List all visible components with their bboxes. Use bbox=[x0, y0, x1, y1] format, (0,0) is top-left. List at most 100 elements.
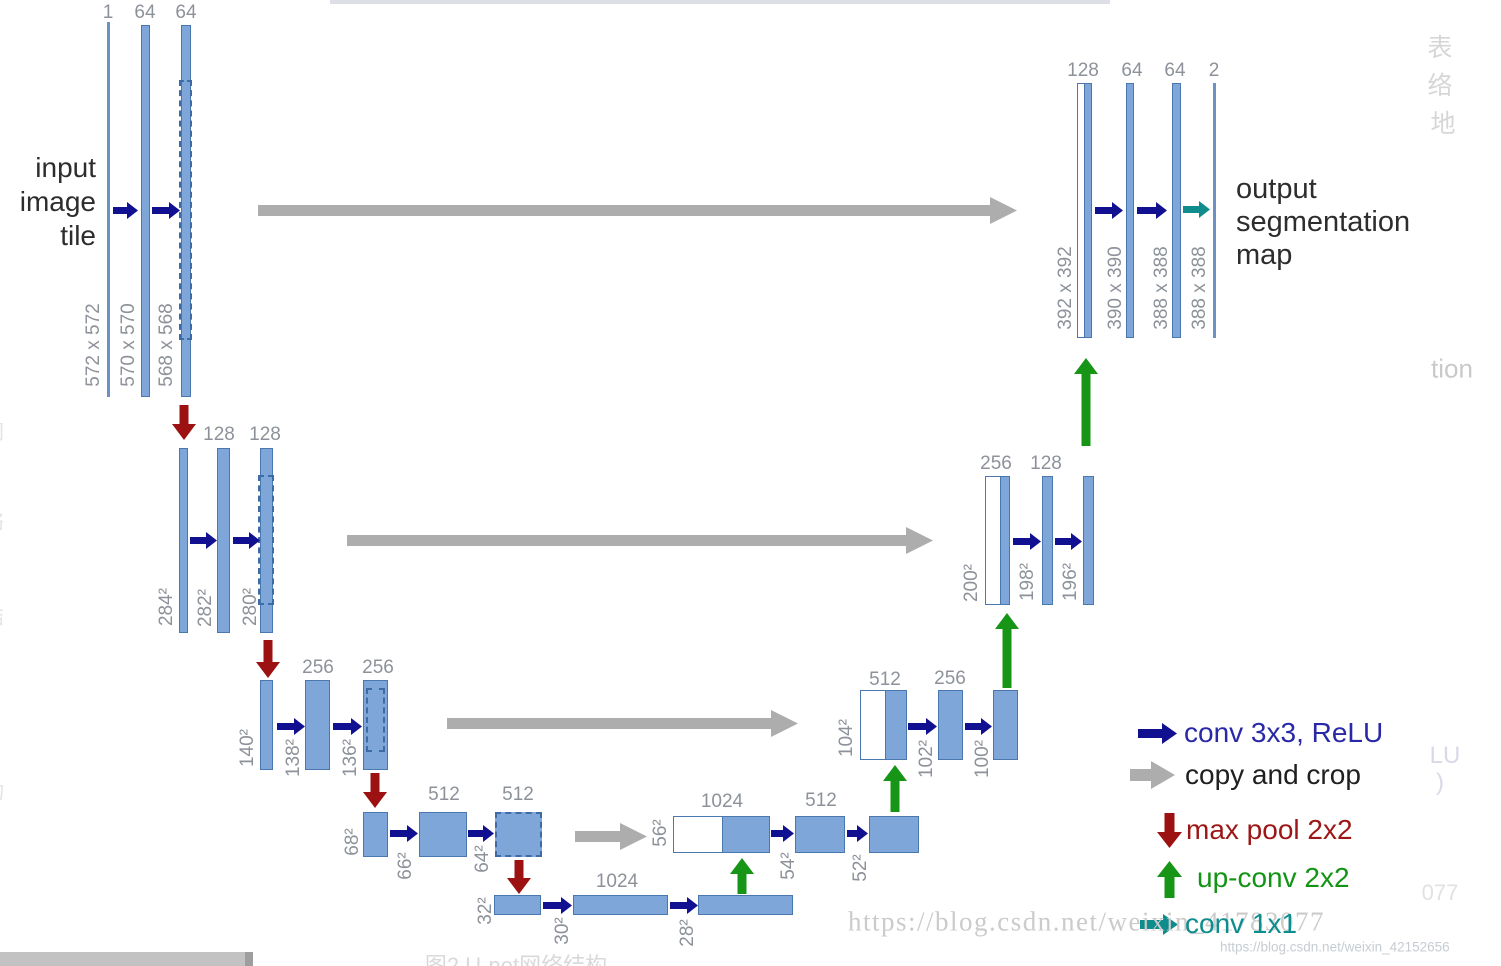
copy-crop-arrow bbox=[447, 709, 798, 737]
feature-map-bar bbox=[217, 448, 230, 633]
feature-map-bar-concat bbox=[860, 690, 907, 760]
channel-count-label: 128 bbox=[203, 424, 235, 445]
channel-count-label: 256 bbox=[362, 657, 394, 678]
conv3x3-arrow bbox=[190, 531, 217, 549]
channel-count-label: 1024 bbox=[700, 791, 744, 812]
feature-size-label: 196² bbox=[1060, 562, 1081, 602]
feature-map-bar-concat bbox=[673, 816, 770, 853]
conv3x3-arrow bbox=[113, 201, 138, 219]
channel-count-label: 128 bbox=[249, 424, 281, 445]
feature-size-label: 200² bbox=[961, 563, 982, 603]
channel-count-label: 512 bbox=[428, 784, 460, 805]
feature-map-bar bbox=[1083, 476, 1094, 605]
background-artifact-text: ) bbox=[1436, 769, 1444, 796]
background-artifact-bar bbox=[245, 952, 253, 966]
conv3x3-arrow bbox=[277, 717, 305, 735]
feature-size-label: 30² bbox=[552, 917, 573, 945]
feature-size-label: 54² bbox=[778, 852, 799, 880]
copy-crop-arrow bbox=[575, 822, 647, 850]
output-label-line-1: output bbox=[1236, 173, 1317, 205]
feature-size-label: 284² bbox=[156, 587, 177, 627]
feature-size-label: 136² bbox=[340, 738, 361, 778]
maxpool-arrow bbox=[507, 860, 531, 894]
feature-size-label: 572 x 572 bbox=[83, 303, 104, 387]
background-artifact-text: 表 bbox=[1427, 34, 1453, 62]
crop-dashed-box bbox=[258, 475, 274, 605]
channel-count-label: 1024 bbox=[595, 871, 639, 892]
crop-dashed-box bbox=[366, 688, 385, 752]
feature-map-line bbox=[107, 22, 110, 397]
background-artifact-text: 网 bbox=[0, 416, 4, 445]
legend-maxpool-arrow bbox=[1156, 813, 1182, 848]
feature-map-bar-cropped bbox=[495, 812, 542, 857]
conv3x3-arrow bbox=[543, 896, 572, 914]
conv3x3-arrow bbox=[847, 824, 868, 842]
watermark-csdn-small: https://blog.csdn.net/weixin_42152656 bbox=[1220, 939, 1450, 955]
feature-size-label: 392 x 392 bbox=[1055, 246, 1076, 330]
conv1x1-arrow bbox=[1183, 200, 1210, 218]
input-image-tile-label: input image tile bbox=[0, 151, 96, 253]
concat-copied-half bbox=[885, 691, 906, 759]
feature-map-bar bbox=[363, 812, 388, 857]
feature-map-bar bbox=[698, 895, 793, 915]
maxpool-arrow bbox=[363, 773, 387, 808]
feature-map-bar bbox=[419, 812, 467, 857]
concat-copied-half bbox=[1084, 84, 1091, 337]
legend-label-max-pool: max pool 2x2 bbox=[1186, 814, 1353, 845]
conv3x3-arrow bbox=[390, 824, 418, 842]
feature-size-label: 570 x 570 bbox=[118, 303, 139, 387]
feature-size-label: 198² bbox=[1017, 562, 1038, 602]
feature-size-label: 28² bbox=[677, 919, 698, 947]
conv3x3-arrow bbox=[233, 531, 260, 549]
legend-label-up-conv: up-conv 2x2 bbox=[1197, 862, 1350, 893]
feature-size-label: 100² bbox=[972, 739, 993, 779]
feature-map-line bbox=[1213, 83, 1216, 338]
background-artifact-text: 构 bbox=[0, 776, 4, 805]
channel-count-label: 512 bbox=[805, 790, 837, 811]
maxpool-arrow bbox=[256, 640, 280, 678]
channel-count-label: 64 bbox=[134, 2, 156, 23]
legend-upconv-arrow bbox=[1156, 861, 1182, 898]
feature-size-label: 140² bbox=[237, 728, 258, 768]
feature-size-label: 282² bbox=[195, 588, 216, 628]
feature-map-bar bbox=[795, 816, 845, 853]
legend-label-copy-crop: copy and crop bbox=[1185, 759, 1361, 790]
feature-size-label: 104² bbox=[836, 718, 857, 758]
background-artifact-text: 077 bbox=[1421, 880, 1459, 905]
channel-count-label: 512 bbox=[869, 669, 901, 690]
conv3x3-arrow bbox=[771, 824, 794, 842]
maxpool-arrow bbox=[172, 405, 196, 440]
feature-map-bar bbox=[993, 690, 1018, 760]
feature-map-bar-concat bbox=[985, 476, 1010, 605]
channel-count-label: 64 bbox=[1121, 60, 1143, 81]
conv3x3-arrow bbox=[965, 717, 992, 735]
background-artifact-text: 络 bbox=[0, 506, 4, 535]
legend-label-conv1x1: conv 1x1 bbox=[1185, 908, 1298, 939]
feature-map-bar bbox=[1126, 83, 1134, 338]
channel-count-label: 512 bbox=[502, 784, 534, 805]
feature-map-bar bbox=[179, 448, 188, 633]
channel-count-label: 1 bbox=[102, 2, 114, 23]
concat-copied-half bbox=[1000, 477, 1009, 604]
channel-count-label: 256 bbox=[302, 657, 334, 678]
upconv-arrow bbox=[995, 613, 1019, 688]
channel-count-label: 64 bbox=[1164, 60, 1186, 81]
channel-count-label: 64 bbox=[175, 2, 197, 23]
feature-size-label: 388 x 388 bbox=[1151, 246, 1172, 330]
feature-map-bar bbox=[573, 895, 668, 915]
feature-map-bar bbox=[869, 816, 919, 853]
background-artifact-text: 络 bbox=[1427, 72, 1453, 100]
feature-size-label: 388 x 388 bbox=[1189, 246, 1210, 330]
upconv-arrow bbox=[883, 765, 907, 812]
feature-map-bar bbox=[1172, 83, 1181, 338]
background-artifact-text: LU bbox=[1429, 742, 1461, 769]
watermark-csdn-large: https://blog.csdn.net/weixin_41783077 bbox=[848, 906, 1325, 937]
feature-size-label: 66² bbox=[395, 852, 416, 880]
background-artifact-bar bbox=[330, 0, 1110, 4]
feature-size-label: 390 x 390 bbox=[1105, 246, 1126, 330]
conv3x3-arrow bbox=[152, 201, 180, 219]
concat-copied-half bbox=[722, 817, 769, 852]
conv3x3-arrow bbox=[908, 717, 937, 735]
feature-size-label: 568 x 568 bbox=[156, 303, 177, 387]
